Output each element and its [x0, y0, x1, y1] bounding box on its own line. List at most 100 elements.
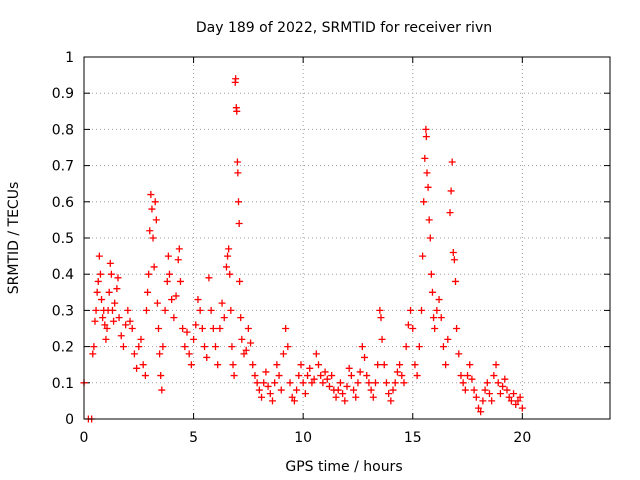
- data-point: [273, 361, 281, 369]
- data-point: [420, 198, 428, 206]
- data-point: [424, 183, 432, 191]
- data-point: [376, 306, 384, 314]
- data-point: [176, 277, 184, 285]
- data-point: [514, 397, 522, 405]
- data-point: [282, 325, 290, 332]
- data-point: [229, 361, 237, 369]
- data-point: [145, 270, 153, 278]
- data-point: [430, 314, 438, 322]
- data-point: [207, 306, 215, 314]
- data-point: [371, 379, 379, 387]
- data-point: [363, 372, 371, 380]
- data-point: [398, 372, 406, 380]
- data-point: [242, 346, 250, 354]
- data-point: [306, 364, 314, 372]
- data-point: [323, 375, 331, 383]
- data-point: [450, 256, 458, 264]
- data-point: [391, 379, 399, 387]
- data-point: [233, 107, 241, 115]
- data-point: [165, 270, 173, 278]
- y-tick-label: 0: [65, 412, 74, 428]
- data-point: [149, 234, 157, 242]
- data-point: [304, 372, 312, 380]
- data-point: [393, 368, 401, 376]
- data-point: [485, 390, 493, 398]
- data-point: [89, 350, 97, 358]
- data-point: [122, 321, 130, 329]
- data-point: [99, 314, 107, 322]
- data-point: [427, 270, 435, 278]
- data-point: [164, 252, 172, 260]
- data-point: [433, 306, 441, 314]
- data-point: [185, 350, 193, 358]
- x-tick-labels: 0 5 10 15 20: [80, 430, 532, 446]
- data-point: [418, 306, 426, 314]
- y-tick-label: 0.2: [52, 340, 74, 356]
- data-point: [244, 325, 252, 332]
- data-point: [232, 75, 240, 83]
- data-point: [431, 325, 439, 332]
- data-point: [249, 361, 257, 369]
- y-tick-label: 0.1: [52, 376, 74, 392]
- data-point: [142, 306, 150, 314]
- data-point: [512, 401, 520, 409]
- x-tick-label: 5: [189, 430, 198, 446]
- data-point: [466, 361, 474, 369]
- data-point: [380, 361, 388, 369]
- data-point: [341, 397, 349, 405]
- data-point: [194, 296, 202, 304]
- data-point: [374, 361, 382, 369]
- data-point: [225, 245, 233, 253]
- data-point: [361, 353, 369, 361]
- data-point: [317, 372, 325, 380]
- data-point: [110, 317, 118, 325]
- data-point: [490, 372, 498, 380]
- y-axis-label: SRMTID / TECUs: [6, 182, 22, 295]
- data-point: [146, 227, 154, 235]
- data-point: [501, 375, 509, 383]
- data-point: [293, 386, 301, 394]
- data-point: [101, 321, 109, 329]
- data-point: [284, 343, 292, 351]
- data-point: [483, 379, 491, 387]
- data-point: [209, 325, 217, 332]
- data-point: [115, 314, 123, 322]
- data-point: [124, 306, 132, 314]
- data-point: [139, 361, 147, 369]
- data-point: [407, 306, 415, 314]
- data-point: [144, 288, 152, 296]
- data-point: [336, 379, 344, 387]
- data-point: [111, 299, 119, 307]
- data-point: [358, 343, 366, 351]
- data-point: [459, 379, 467, 387]
- data-point: [472, 393, 480, 401]
- data-point: [107, 270, 115, 278]
- data-point: [183, 328, 191, 336]
- data-point: [240, 350, 248, 358]
- grid-lines: [84, 57, 610, 419]
- data-point: [230, 372, 238, 380]
- data-point: [299, 379, 307, 387]
- data-point: [226, 270, 234, 278]
- data-point: [510, 390, 518, 398]
- x-tick-label: 20: [513, 430, 531, 446]
- data-point: [451, 277, 459, 285]
- data-point: [516, 393, 524, 401]
- y-tick-label: 1: [65, 50, 74, 66]
- data-point: [260, 379, 268, 387]
- data-point: [492, 361, 500, 369]
- data-point: [271, 379, 279, 387]
- data-point: [228, 343, 236, 351]
- data-point: [227, 306, 235, 314]
- data-point: [343, 382, 351, 390]
- data-point: [315, 361, 323, 369]
- data-point: [187, 361, 195, 369]
- data-point: [90, 343, 98, 351]
- data-point: [175, 245, 183, 253]
- data-point: [377, 314, 385, 322]
- data-point: [198, 325, 206, 332]
- data-point: [461, 386, 469, 394]
- data-point: [518, 404, 526, 412]
- y-tick-label: 0.9: [52, 86, 74, 102]
